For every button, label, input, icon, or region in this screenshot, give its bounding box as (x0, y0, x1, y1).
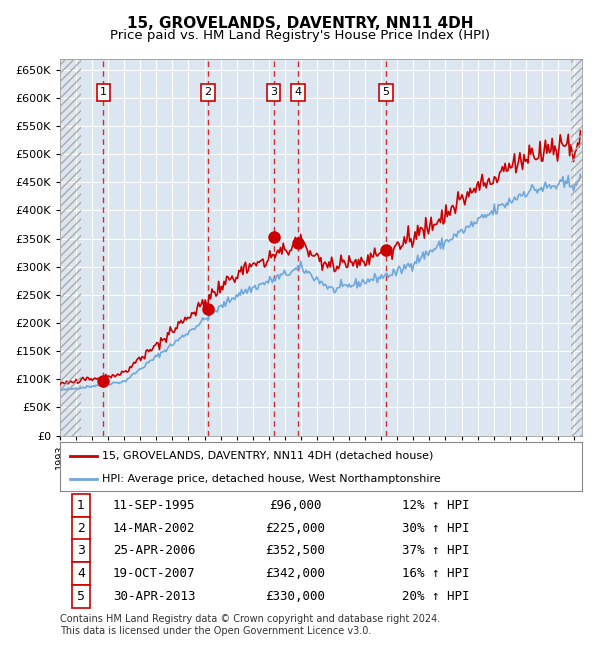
Text: 30-APR-2013: 30-APR-2013 (113, 590, 195, 603)
Text: 4: 4 (294, 88, 301, 97)
Text: HPI: Average price, detached house, West Northamptonshire: HPI: Average price, detached house, West… (102, 474, 440, 484)
Text: £352,500: £352,500 (265, 545, 325, 558)
Text: 1: 1 (100, 88, 107, 97)
Text: 15, GROVELANDS, DAVENTRY, NN11 4DH (detached house): 15, GROVELANDS, DAVENTRY, NN11 4DH (deta… (102, 450, 433, 461)
Text: 25-APR-2006: 25-APR-2006 (113, 545, 195, 558)
Text: 2: 2 (77, 521, 85, 534)
Text: 20% ↑ HPI: 20% ↑ HPI (402, 590, 470, 603)
Text: £225,000: £225,000 (265, 521, 325, 534)
Text: 3: 3 (77, 545, 85, 558)
Text: 3: 3 (270, 88, 277, 97)
Text: 5: 5 (383, 88, 389, 97)
Text: 16% ↑ HPI: 16% ↑ HPI (402, 567, 470, 580)
Text: 11-SEP-1995: 11-SEP-1995 (113, 499, 195, 512)
Text: 19-OCT-2007: 19-OCT-2007 (113, 567, 195, 580)
Text: 15, GROVELANDS, DAVENTRY, NN11 4DH: 15, GROVELANDS, DAVENTRY, NN11 4DH (127, 16, 473, 31)
Text: Contains HM Land Registry data © Crown copyright and database right 2024.
This d: Contains HM Land Registry data © Crown c… (60, 614, 440, 636)
Text: 37% ↑ HPI: 37% ↑ HPI (402, 545, 470, 558)
Text: £330,000: £330,000 (265, 590, 325, 603)
Text: 12% ↑ HPI: 12% ↑ HPI (402, 499, 470, 512)
Text: 4: 4 (77, 567, 85, 580)
Text: £96,000: £96,000 (269, 499, 321, 512)
Text: 1: 1 (77, 499, 85, 512)
Text: 14-MAR-2002: 14-MAR-2002 (113, 521, 195, 534)
Text: 5: 5 (77, 590, 85, 603)
Text: Price paid vs. HM Land Registry's House Price Index (HPI): Price paid vs. HM Land Registry's House … (110, 29, 490, 42)
Text: 30% ↑ HPI: 30% ↑ HPI (402, 521, 470, 534)
Text: £342,000: £342,000 (265, 567, 325, 580)
Text: 2: 2 (204, 88, 211, 97)
